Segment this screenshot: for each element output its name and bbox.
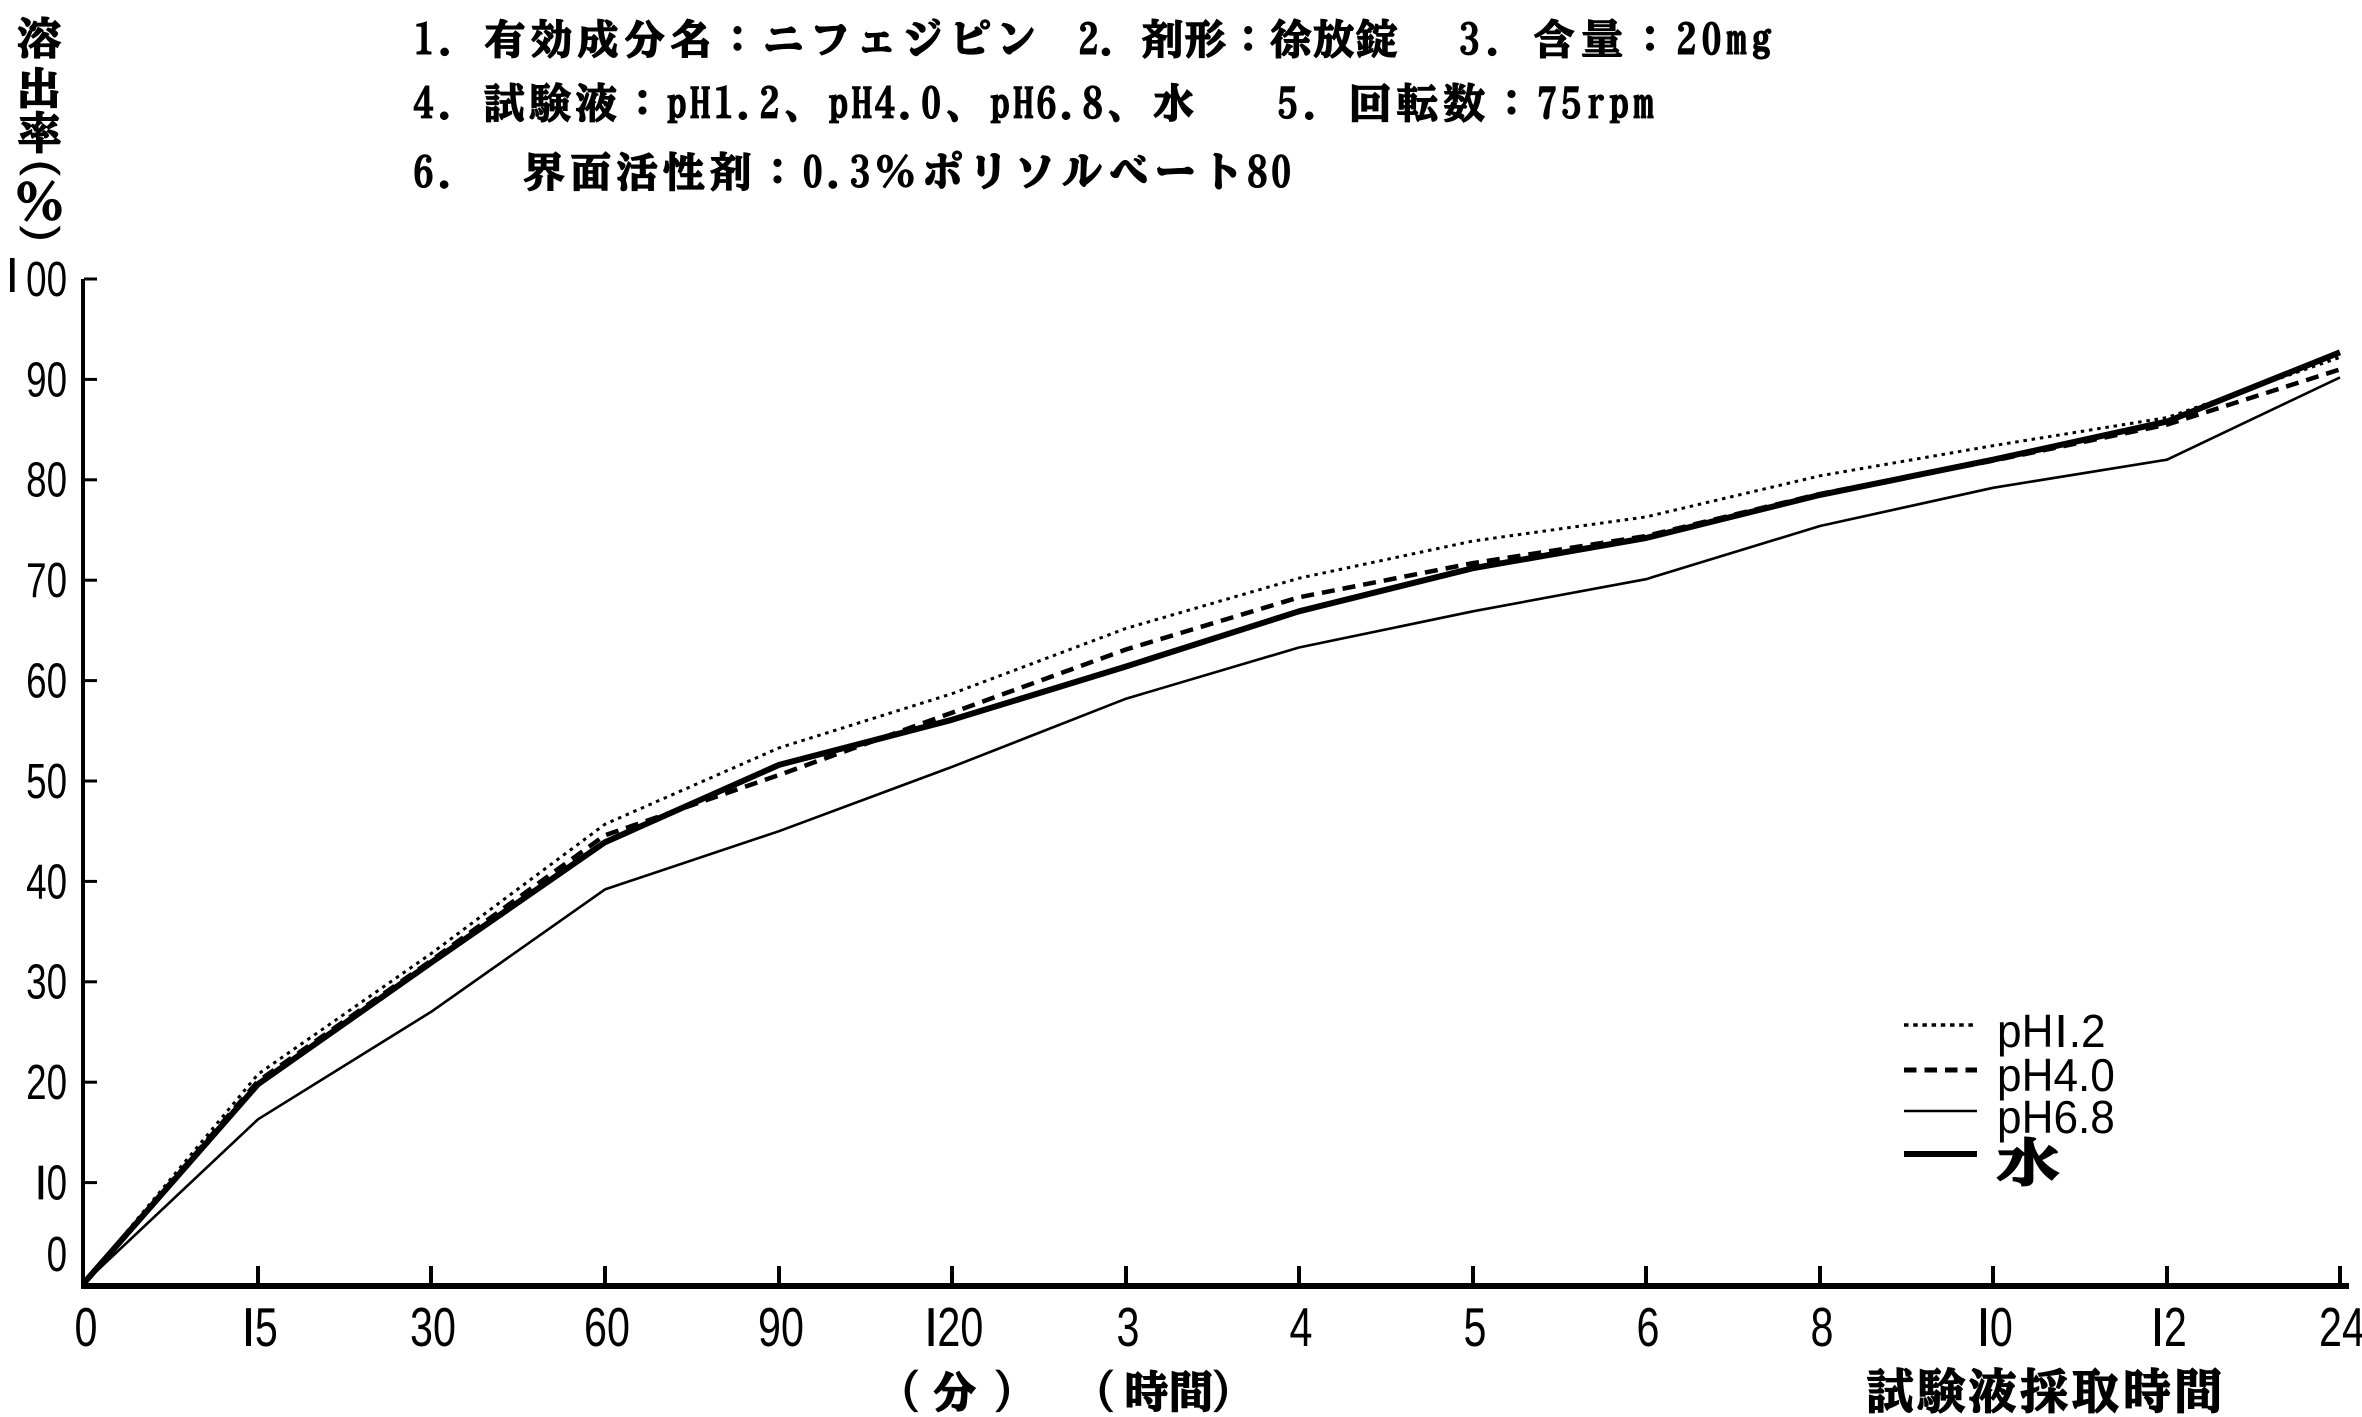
svg-text:0: 0: [781, 1297, 804, 1358]
svg-text:.: .: [2069, 1005, 2081, 1057]
svg-text:0: 0: [47, 1056, 67, 1110]
svg-text:2: 2: [26, 1056, 46, 1110]
svg-text:4: 4: [2054, 1049, 2079, 1101]
svg-text:4: 4: [26, 855, 46, 909]
svg-text:3: 3: [1117, 1297, 1140, 1358]
svg-text:5: 5: [255, 1297, 278, 1358]
svg-text:8: 8: [2090, 1091, 2115, 1143]
svg-text:0: 0: [47, 454, 67, 508]
svg-text:2: 2: [2081, 1005, 2106, 1057]
svg-text:8: 8: [1811, 1297, 1834, 1358]
svg-text:.: .: [2078, 1049, 2090, 1101]
svg-text:6: 6: [2054, 1091, 2079, 1143]
svg-text:0: 0: [2090, 1049, 2115, 1101]
svg-text:4: 4: [1290, 1297, 1313, 1358]
svg-text:.: .: [2078, 1091, 2090, 1143]
svg-text:0: 0: [1990, 1297, 2013, 1358]
svg-text:0: 0: [75, 1297, 98, 1358]
svg-text:0: 0: [47, 855, 67, 909]
svg-text:6: 6: [26, 655, 46, 709]
svg-text:5: 5: [26, 755, 46, 809]
svg-text:0: 0: [47, 956, 67, 1010]
svg-text:0: 0: [47, 253, 67, 307]
svg-text:0: 0: [47, 655, 67, 709]
svg-text:0: 0: [960, 1297, 983, 1358]
svg-text:0: 0: [47, 755, 67, 809]
svg-text:p: p: [1997, 1049, 2022, 1101]
svg-text:0: 0: [47, 353, 67, 407]
svg-text:H: H: [2022, 1005, 2054, 1057]
svg-text:2: 2: [2319, 1297, 2342, 1358]
svg-text:3: 3: [410, 1297, 433, 1358]
svg-text:4: 4: [2342, 1297, 2362, 1358]
svg-text:0: 0: [433, 1297, 456, 1358]
svg-text:H: H: [2022, 1091, 2054, 1143]
svg-text:0: 0: [26, 253, 46, 307]
svg-text:H: H: [2022, 1049, 2054, 1101]
svg-text:0: 0: [47, 1228, 67, 1282]
svg-text:9: 9: [26, 353, 46, 407]
svg-text:p: p: [1997, 1091, 2022, 1143]
svg-text:8: 8: [26, 454, 46, 508]
svg-text:6: 6: [1637, 1297, 1660, 1358]
svg-text:9: 9: [758, 1297, 781, 1358]
svg-text:2: 2: [2164, 1297, 2187, 1358]
svg-text:0: 0: [47, 554, 67, 608]
svg-text:p: p: [1997, 1005, 2022, 1057]
svg-text:5: 5: [1464, 1297, 1487, 1358]
svg-text:7: 7: [26, 554, 46, 608]
svg-text:0: 0: [47, 1157, 67, 1211]
svg-text:3: 3: [26, 956, 46, 1010]
svg-text:0: 0: [607, 1297, 630, 1358]
svg-text:2: 2: [937, 1297, 960, 1358]
svg-text:6: 6: [584, 1297, 607, 1358]
